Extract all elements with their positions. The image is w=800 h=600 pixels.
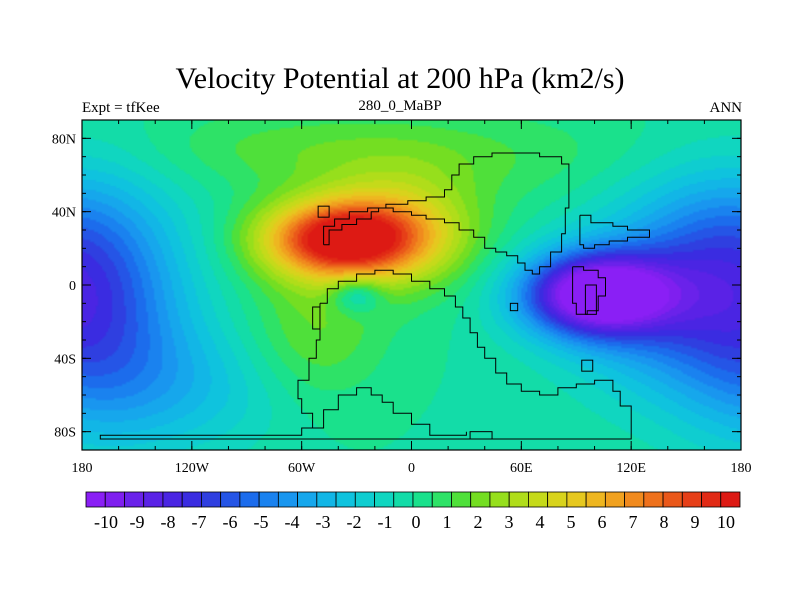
colorbar-box (316, 491, 337, 508)
colorbar-box (470, 491, 491, 508)
x-tick-label: 60W (288, 461, 316, 476)
colorbar-box (277, 491, 298, 508)
colorbar-label: 1 (443, 512, 452, 532)
colorbar-label: 9 (691, 512, 700, 532)
colorbar-box (701, 491, 722, 508)
colorbar-box (201, 491, 222, 508)
colorbar-label: -5 (254, 512, 269, 532)
colorbar-label: 3 (505, 512, 514, 532)
colorbar-label: -1 (378, 512, 393, 532)
colorbar-box (624, 491, 645, 508)
y-tick-label: 40N (52, 206, 76, 221)
colorbar-box (143, 491, 164, 508)
colorbar-box (489, 491, 510, 508)
colorbar-box (104, 491, 125, 508)
x-tick-label: 0 (408, 461, 415, 476)
colorbar-box (124, 491, 145, 508)
colorbar-label: -2 (347, 512, 362, 532)
coastline-4 (572, 266, 606, 315)
coastline-3 (579, 214, 650, 249)
colorbar-label: -4 (285, 512, 300, 532)
colorbar-label: 2 (474, 512, 483, 532)
x-tick-label: 180 (72, 461, 93, 476)
colorbar-box (508, 491, 529, 508)
colorbar-box (162, 491, 183, 508)
colorbar-box (181, 491, 202, 508)
x-tick-label: 120W (175, 461, 210, 476)
colorbar-box (85, 491, 106, 508)
coastline-2 (301, 387, 467, 436)
velocity-potential-field (82, 120, 741, 450)
island-outline-4 (312, 306, 321, 330)
coastline-1 (99, 269, 632, 440)
colorbar-label: -10 (94, 512, 118, 532)
colorbar-box (566, 491, 587, 508)
colorbar-box (374, 491, 395, 508)
colorbar-box (431, 491, 452, 508)
y-tick-label: 40S (54, 352, 76, 367)
colorbar-box (412, 491, 433, 508)
colorbar-label: 7 (629, 512, 638, 532)
colorbar-label: -3 (316, 512, 331, 532)
colorbar-box (643, 491, 664, 508)
island-outline-5 (469, 431, 493, 440)
colorbar-box (528, 491, 549, 508)
season-label: ANN (709, 100, 743, 116)
colorbar-label: 10 (717, 512, 735, 532)
coastline-0 (323, 152, 570, 275)
colorbar-box (297, 491, 318, 508)
colorbar-box (451, 491, 472, 508)
x-tick-label: 120E (616, 461, 646, 476)
case-label: 280_0_MaBP (358, 98, 442, 114)
colorbar-box (585, 491, 606, 508)
y-tick-label: 80N (52, 132, 76, 147)
island-outline-3 (509, 302, 519, 312)
chart-title: Velocity Potential at 200 hPa (km2/s) (175, 62, 625, 95)
colorbar-box (335, 491, 356, 508)
colorbar-box (720, 491, 741, 508)
colorbar-label: 5 (567, 512, 576, 532)
colorbar-label: -6 (223, 512, 238, 532)
experiment-label: Expt = tfKee (82, 100, 160, 116)
colorbar-box (662, 491, 683, 508)
colorbar-box (547, 491, 568, 508)
x-tick-label: 60E (510, 461, 533, 476)
colorbar-label: 8 (660, 512, 669, 532)
colorbar-box (681, 491, 702, 508)
colorbar-box (220, 491, 241, 508)
colorbar-label: -8 (161, 512, 176, 532)
colorbar-box (604, 491, 625, 508)
colorbar-box (354, 491, 375, 508)
colorbar-label: -7 (192, 512, 207, 532)
continent-outlines (99, 152, 650, 440)
colorbar-box (258, 491, 279, 508)
colorbar-box (393, 491, 414, 508)
colorbar-label: 4 (536, 512, 545, 532)
y-tick-label: 0 (69, 279, 76, 294)
y-tick-label: 80S (54, 426, 76, 441)
colorbar-label: -9 (130, 512, 145, 532)
x-tick-label: 180 (731, 461, 752, 476)
island-outline-0 (317, 205, 330, 218)
colorbar-box (239, 491, 260, 508)
island-outline-2 (581, 359, 594, 372)
colorbar-label: 0 (412, 512, 421, 532)
axis-ticks: 180 120W 60W 0 60E 120E 180 80N 40N 0 40S 80S (52, 119, 752, 476)
island-outline-1 (584, 284, 597, 315)
colorbar-label: 6 (598, 512, 607, 532)
